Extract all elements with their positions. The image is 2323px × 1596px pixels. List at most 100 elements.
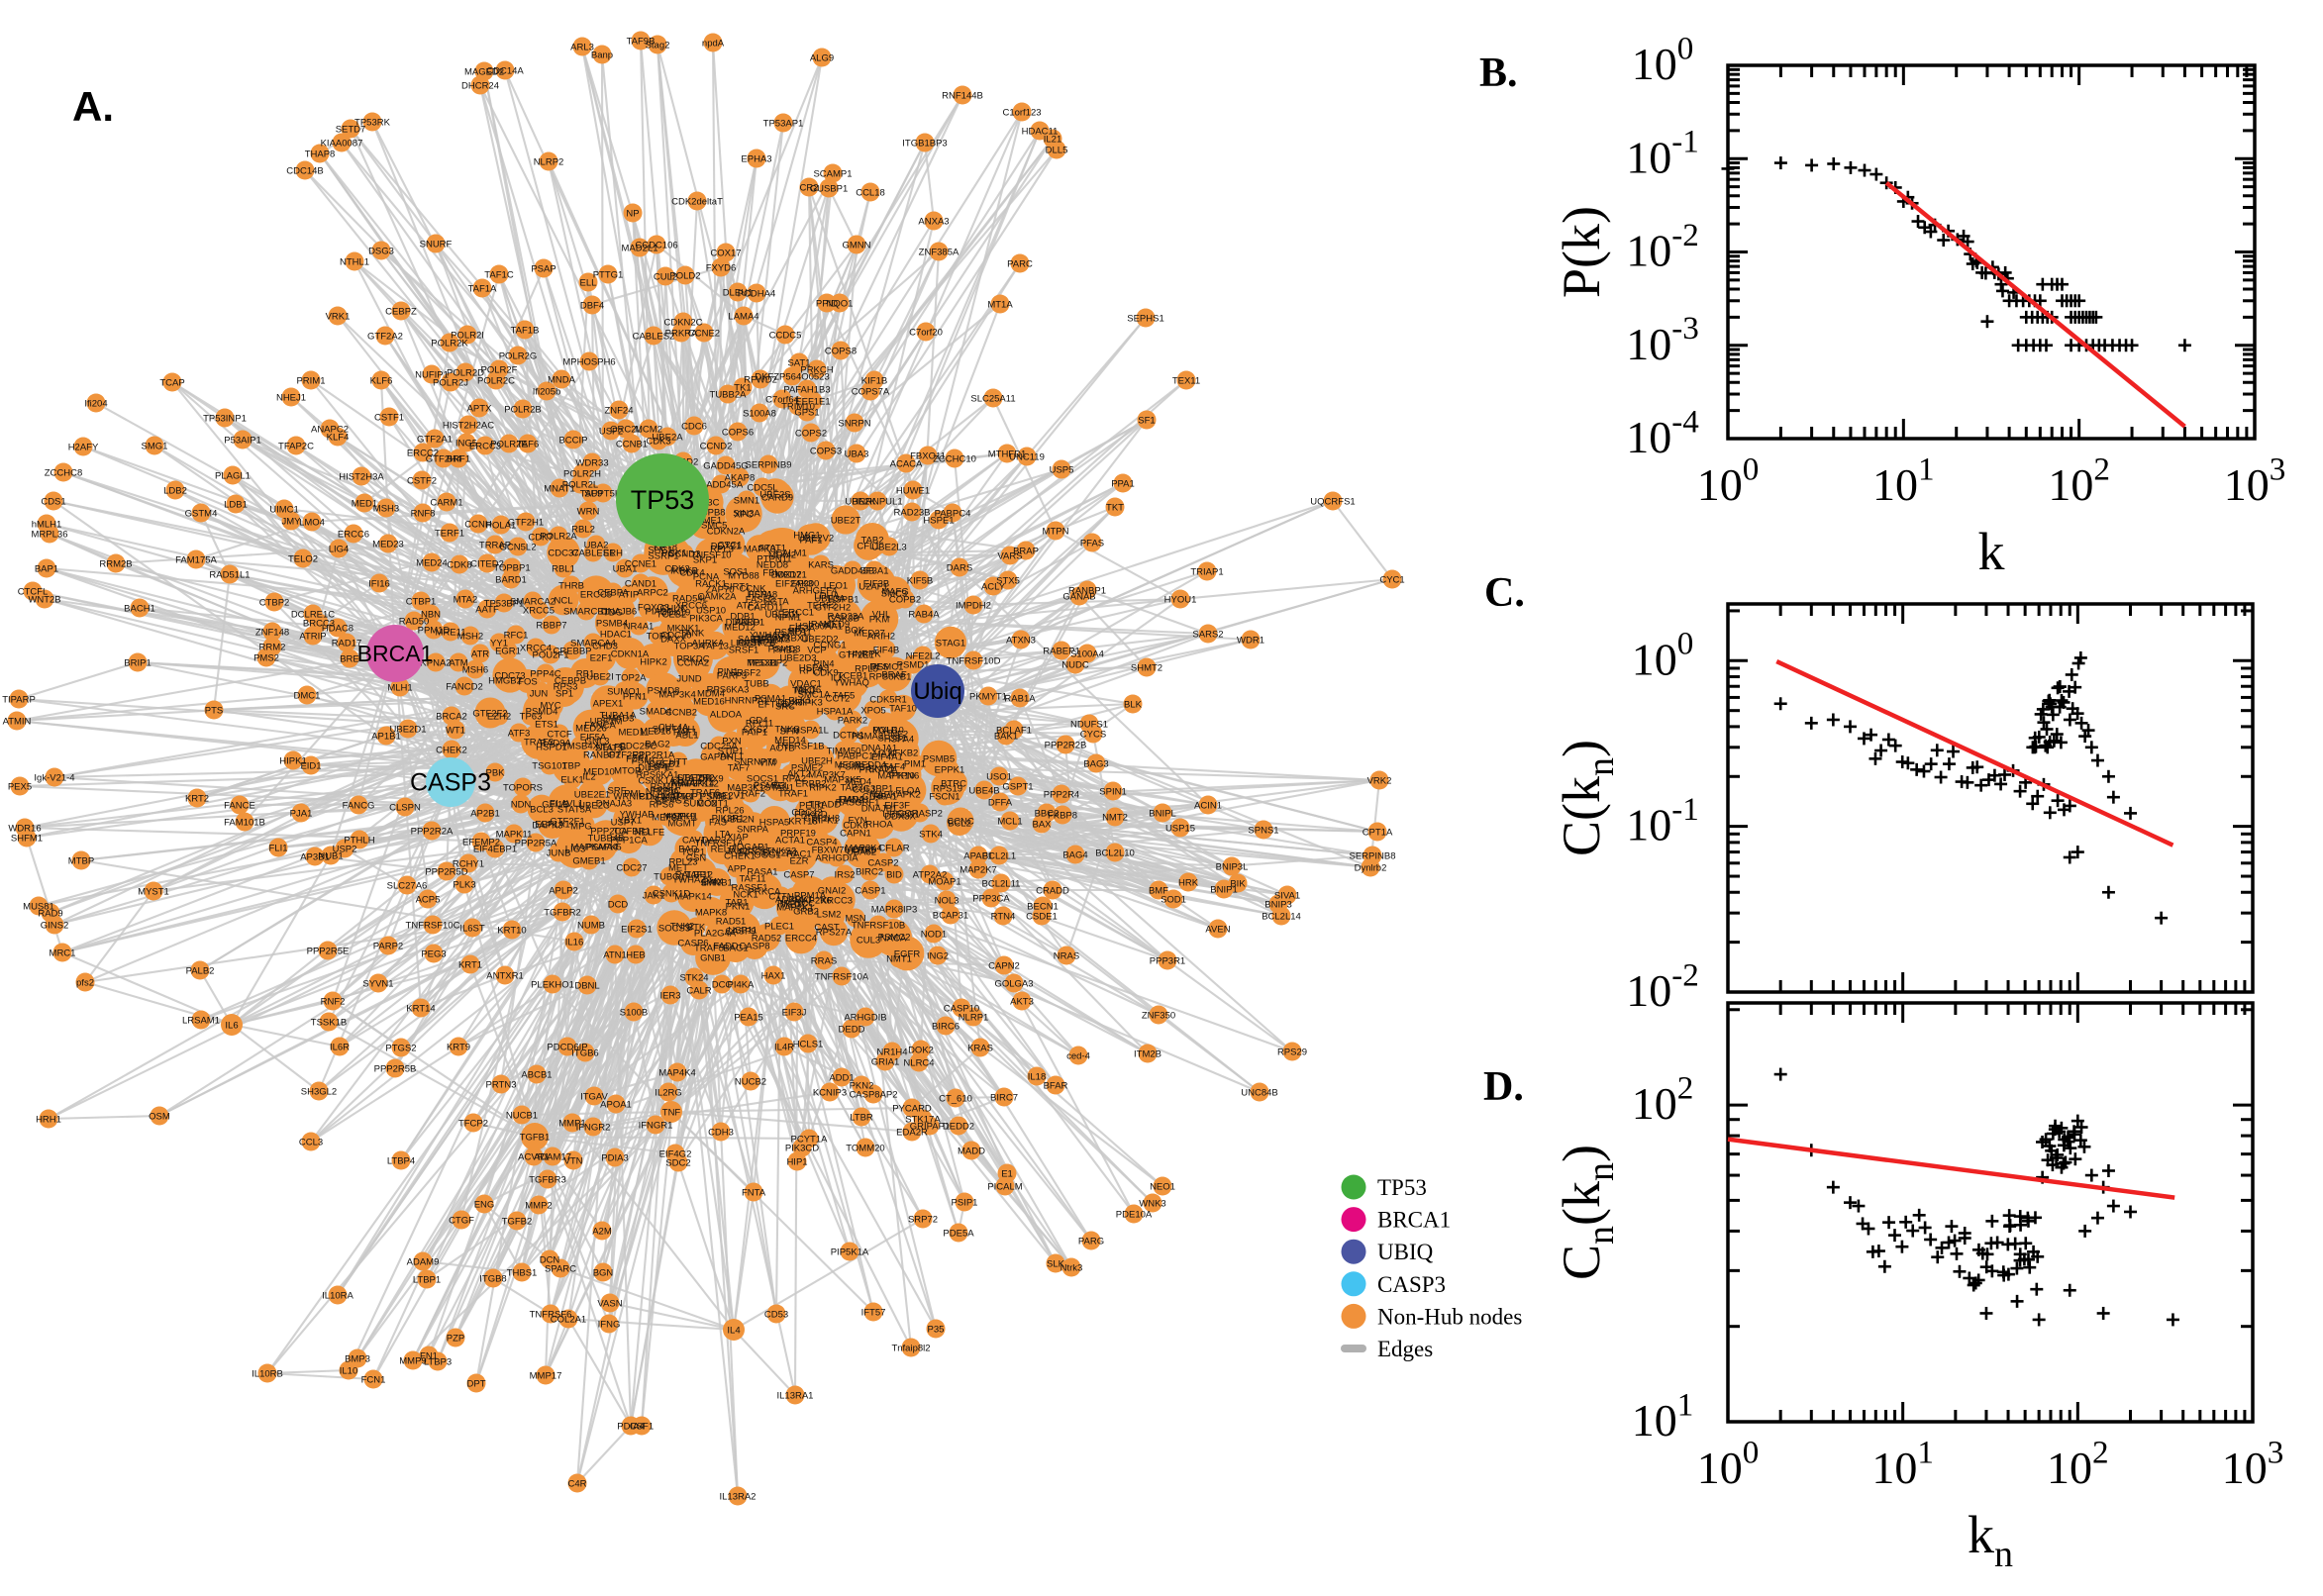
network-node-label: PSMD8 bbox=[648, 685, 680, 696]
network-node bbox=[411, 591, 431, 611]
network-node-label: NACA bbox=[880, 933, 907, 944]
chart-points bbox=[1773, 650, 2169, 925]
network-node-label: BFAR bbox=[1044, 1080, 1068, 1091]
network-node-label: UBE2D2 bbox=[802, 634, 839, 645]
network-node bbox=[186, 549, 206, 569]
network-node-label: STK24 bbox=[679, 972, 708, 983]
chart-ticks bbox=[1726, 604, 2255, 994]
network-node bbox=[647, 235, 666, 254]
network-node-label: CASP8AP2 bbox=[849, 1089, 897, 1100]
network-node-label: RAB1A bbox=[1004, 693, 1036, 704]
network-node-label: HIST2H3A bbox=[339, 471, 384, 482]
network-node-label: RPS6KB1 bbox=[869, 671, 912, 682]
network-node-label: GTF2H2 bbox=[815, 602, 851, 613]
network-node-label: KRT10 bbox=[497, 925, 526, 936]
network-node-label: SYVN1 bbox=[362, 978, 393, 989]
network-node-label: PPP2R5B bbox=[374, 1063, 417, 1074]
legend-item-tp53: TP53 bbox=[1341, 1174, 1427, 1200]
network-node-label: CUL1 bbox=[853, 784, 876, 795]
network-node bbox=[145, 436, 164, 455]
network-node-label: POLR2J bbox=[433, 377, 468, 388]
network-node-label: GOLGA3 bbox=[994, 978, 1033, 989]
network-node-label: LCK bbox=[748, 845, 766, 855]
network-node-label: CDK2deltaT bbox=[671, 196, 723, 207]
network-node-label: WDR33 bbox=[575, 457, 608, 468]
network-node-label: PI4KA bbox=[728, 979, 756, 990]
network-node-label: APOA1 bbox=[600, 1099, 632, 1110]
network-node-label: LDB1 bbox=[224, 499, 248, 510]
network-node-label: DPT bbox=[467, 1378, 486, 1389]
network-node-label: BRF1 bbox=[447, 453, 470, 464]
network-node-label: UBE2A bbox=[652, 432, 683, 443]
network-node-label: DBNL bbox=[574, 980, 599, 991]
network-node bbox=[491, 515, 511, 535]
network-node-label: FAM175A bbox=[175, 554, 217, 565]
network-node-label: SLC25A11 bbox=[970, 393, 1015, 404]
network-node-label: RBL1 bbox=[552, 563, 575, 574]
network-node-label: WNT2B bbox=[28, 594, 60, 605]
network-node-label: XPC bbox=[734, 509, 754, 520]
network-node bbox=[281, 387, 301, 407]
network-node-label: TERF1 bbox=[435, 528, 464, 539]
network-node-label: ATR bbox=[471, 648, 489, 659]
network-node-label: GANAB bbox=[1062, 591, 1095, 602]
network-node-label: POLR2C bbox=[477, 375, 515, 386]
network-node bbox=[371, 370, 391, 390]
network-node-label: CPT1A bbox=[1363, 827, 1393, 838]
network-node-label: NOL3 bbox=[935, 895, 960, 906]
tick-label: 100 bbox=[1632, 30, 1694, 89]
network-node-label: PARK2 bbox=[838, 715, 867, 726]
network-node-label: GINS2 bbox=[41, 920, 69, 931]
network-node bbox=[675, 265, 695, 285]
network-node-label: UBE2H bbox=[801, 755, 833, 766]
network-node-label: HSPD1 bbox=[536, 742, 567, 752]
network-node-label: RRM2B bbox=[99, 558, 132, 569]
network-node-label: HDAC8 bbox=[322, 623, 354, 634]
network-node bbox=[262, 622, 282, 642]
network-node-label: TAF1C bbox=[484, 269, 514, 280]
network-node-label: MPHOSPH6 bbox=[562, 356, 615, 367]
network-nodes bbox=[7, 31, 1402, 1506]
chart-points bbox=[1773, 1067, 2179, 1327]
network-node-label: GADD45G bbox=[703, 460, 748, 471]
network-node-label: PARG bbox=[1078, 1236, 1104, 1247]
network-node-label: MAD2L1 bbox=[622, 243, 658, 253]
network-node-label: SOD1 bbox=[1161, 894, 1186, 905]
network-node-label: PARC bbox=[1007, 258, 1033, 269]
network-node bbox=[73, 437, 93, 456]
network-node-label: BAG1 bbox=[723, 943, 748, 953]
network-node bbox=[644, 326, 663, 346]
network-node bbox=[586, 535, 606, 554]
network-node-label: PSMB2 bbox=[839, 761, 870, 772]
network-node-label: CUL4A bbox=[658, 722, 689, 733]
legend-label: Non-Hub nodes bbox=[1377, 1304, 1522, 1329]
network-node-label: FKBP8 bbox=[1048, 810, 1077, 821]
network-node-label: PZP bbox=[447, 1333, 464, 1344]
network-node bbox=[301, 370, 321, 390]
network-node bbox=[563, 430, 583, 449]
network-node-label: STAU1 bbox=[764, 782, 794, 793]
network-node-label: RPL3 bbox=[710, 544, 734, 554]
network-node bbox=[440, 523, 459, 543]
tick-label: 100 bbox=[1697, 450, 1760, 510]
network-node-label: POLR2A bbox=[540, 531, 577, 542]
network-node-label: TP53AP1 bbox=[763, 118, 804, 129]
network-node-label: GTF2E1 bbox=[839, 649, 874, 660]
network-node-label: BAP1 bbox=[35, 563, 58, 574]
legend-label: UBIQ bbox=[1377, 1240, 1434, 1264]
network-node-label: KRT2 bbox=[185, 793, 209, 804]
network-node bbox=[106, 553, 126, 573]
network-node-label: DMC1 bbox=[294, 690, 321, 701]
network-node-label: ZNF24 bbox=[604, 405, 633, 416]
network-node-label: FBXW7 bbox=[812, 845, 845, 855]
network-node-label: GTF2A2 bbox=[367, 331, 403, 342]
legend-item-non-hub-nodes: Non-Hub nodes bbox=[1341, 1303, 1522, 1329]
network-node-label: NP bbox=[626, 208, 639, 219]
tick-label: 103 bbox=[2222, 1434, 2284, 1493]
network-node-label: ITGB1BP3 bbox=[902, 138, 947, 149]
network-node-label: BNIP1 bbox=[1210, 884, 1237, 895]
network-node-label: MSH6 bbox=[462, 664, 488, 675]
tick-label: 102 bbox=[2048, 450, 2110, 510]
network-node-label: SH3GL2 bbox=[301, 1086, 337, 1097]
